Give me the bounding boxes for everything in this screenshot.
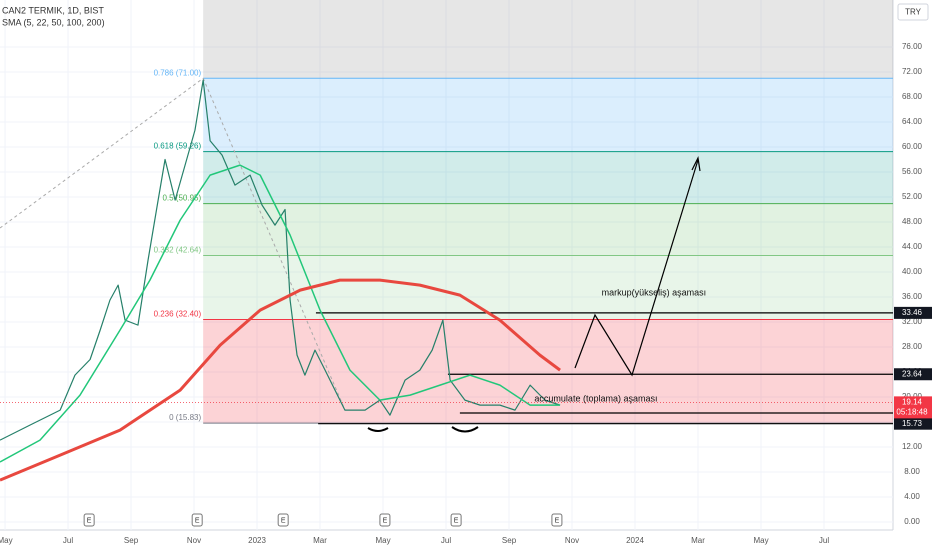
- y-tick-label: 60.00: [902, 142, 923, 151]
- fib-label: 0 (15.83): [169, 413, 201, 422]
- y-tick-label: 68.00: [902, 92, 923, 101]
- annotation: markup(yükseliş) aşaması: [602, 288, 707, 298]
- series-line: [0, 79, 561, 441]
- event-label: E: [383, 517, 388, 524]
- series-line: [0, 164, 561, 463]
- bottom-curve: [451, 426, 479, 433]
- y-tick-label: 32.00: [902, 317, 923, 326]
- event-marker: [191, 513, 203, 527]
- y-tick-label: 40.00: [902, 267, 923, 276]
- fib-label: 0.786 (71.00): [154, 68, 202, 77]
- fib-label: 0.382 (42.64): [154, 246, 202, 255]
- fib-label: 0.236 (32.40): [154, 310, 202, 319]
- fib-top-zone: [203, 0, 893, 79]
- level-tag-label: 23.64: [902, 369, 923, 378]
- y-tick-label: 4.00: [904, 492, 920, 501]
- event-label: E: [195, 517, 200, 524]
- event-marker: [379, 513, 391, 527]
- level-tag: [894, 417, 932, 430]
- trend-dash: [202, 78, 346, 411]
- event-label: E: [87, 517, 92, 524]
- x-tick-label: Jul: [441, 536, 451, 545]
- arrow-head: [691, 156, 701, 172]
- series-line: [0, 278, 561, 482]
- x-tick-label: Nov: [187, 536, 201, 545]
- fib-zone: [203, 255, 893, 320]
- y-tick-label: 0.00: [904, 517, 920, 526]
- bottom-curve: [367, 427, 389, 432]
- fib-label: 0.5 (50.95): [162, 194, 201, 203]
- x-tick-label: Sep: [124, 536, 139, 545]
- x-tick-label: May: [0, 536, 13, 545]
- y-tick-label: 48.00: [902, 217, 923, 226]
- trend-dash: [0, 77, 204, 229]
- event-label: E: [281, 517, 286, 524]
- x-tick-label: Jul: [819, 536, 829, 545]
- y-tick-label: 76.00: [902, 42, 923, 51]
- indicator-legend: SMA (5, 22, 50, 100, 200): [2, 17, 105, 27]
- x-tick-label: May: [753, 536, 768, 545]
- event-marker: [551, 513, 563, 527]
- fib-zone: [203, 151, 893, 204]
- event-label: E: [555, 517, 560, 524]
- fib-zone: [203, 203, 893, 256]
- plot: 0.786 (71.00) 0.618 (59.26) 0.5 (50.95) 0.3…: [0, 0, 893, 530]
- y-tick-label: 12.00: [902, 442, 923, 451]
- event-marker: [450, 513, 462, 527]
- x-tick-label: Nov: [565, 536, 579, 545]
- current-price-tag: [894, 396, 932, 419]
- currency-box[interactable]: [897, 3, 929, 21]
- arrow-path: [574, 159, 699, 377]
- level-tag-label: 15.73: [902, 419, 923, 428]
- chart-title: CAN2 TERMIK, 1D, BIST: [2, 5, 104, 15]
- x-tick-label: Sep: [502, 536, 517, 545]
- x-tick-label: 2024: [626, 536, 644, 545]
- y-tick-label: 64.00: [902, 117, 923, 126]
- y-tick-label: 36.00: [902, 292, 923, 301]
- level-tag: [894, 368, 932, 381]
- event-marker: [83, 513, 95, 527]
- countdown: 05:18:48: [896, 407, 928, 416]
- x-tick-label: Jul: [63, 536, 73, 545]
- x-tick-label: Mar: [313, 536, 327, 545]
- x-tick-label: Mar: [691, 536, 705, 545]
- currency[interactable]: TRY: [905, 8, 922, 17]
- y-tick-label: 52.00: [902, 192, 923, 201]
- fib-label: 0.618 (59.26): [154, 142, 202, 151]
- y-tick-label: 56.00: [902, 167, 923, 176]
- fib-zone: [203, 78, 893, 152]
- annotation: accumulate (toplama) aşaması: [534, 393, 657, 403]
- y-tick-label: 44.00: [902, 242, 923, 251]
- event-label: E: [454, 517, 459, 524]
- y-tick-label: 8.00: [904, 467, 920, 476]
- event-marker: [277, 513, 289, 527]
- level-tag-label: 33.46: [902, 308, 923, 317]
- level-tag: [894, 306, 932, 319]
- current-price-label: 19.14: [902, 397, 923, 406]
- y-tick-label: 28.00: [902, 342, 923, 351]
- x-tick-label: May: [375, 536, 390, 545]
- x-tick-label: 2023: [248, 536, 266, 545]
- y-tick-label: 72.00: [902, 67, 923, 76]
